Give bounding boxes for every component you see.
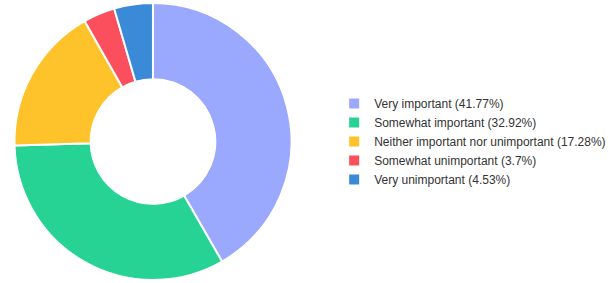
svg-text:Somewhat unimportant (3.7%): Somewhat unimportant (3.7%) [374, 154, 536, 168]
svg-text:Very important (41.77%): Very important (41.77%) [374, 97, 503, 111]
svg-text:Somewhat important (32.92%): Somewhat important (32.92%) [374, 116, 536, 130]
svg-text:Very unimportant (4.53%): Very unimportant (4.53%) [374, 173, 510, 187]
svg-text:Neither important nor unimport: Neither important nor unimportant (17.28… [374, 135, 605, 149]
